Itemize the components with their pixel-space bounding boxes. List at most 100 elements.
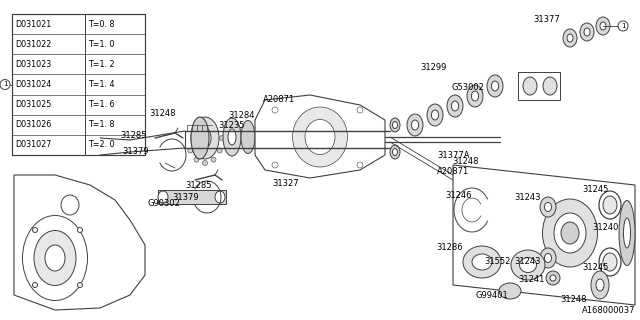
Ellipse shape xyxy=(241,121,255,154)
Text: D031024: D031024 xyxy=(15,80,51,89)
Ellipse shape xyxy=(33,283,38,287)
Ellipse shape xyxy=(623,218,630,248)
Polygon shape xyxy=(14,175,145,310)
Ellipse shape xyxy=(272,107,278,113)
Ellipse shape xyxy=(463,246,501,278)
Ellipse shape xyxy=(550,275,556,281)
Ellipse shape xyxy=(199,128,211,148)
Bar xyxy=(158,190,226,204)
Text: 31245: 31245 xyxy=(582,263,609,273)
Text: T=1. 2: T=1. 2 xyxy=(88,60,115,69)
Ellipse shape xyxy=(511,250,545,280)
Ellipse shape xyxy=(499,283,521,299)
Text: D031025: D031025 xyxy=(15,100,51,109)
Ellipse shape xyxy=(292,107,348,167)
Ellipse shape xyxy=(412,120,419,130)
Ellipse shape xyxy=(567,34,573,42)
Text: 31248: 31248 xyxy=(560,295,586,305)
Text: A168000037: A168000037 xyxy=(582,306,635,315)
Text: 31377: 31377 xyxy=(533,15,560,25)
Ellipse shape xyxy=(211,157,216,162)
Ellipse shape xyxy=(194,157,199,162)
Ellipse shape xyxy=(390,145,400,159)
Ellipse shape xyxy=(545,253,552,262)
Text: 31246: 31246 xyxy=(445,191,472,201)
Ellipse shape xyxy=(603,253,617,271)
Bar xyxy=(12,14,145,155)
Text: T=0. 8: T=0. 8 xyxy=(88,20,115,28)
Text: 1: 1 xyxy=(621,23,625,29)
Ellipse shape xyxy=(61,195,79,215)
Text: D031023: D031023 xyxy=(15,60,51,69)
Ellipse shape xyxy=(545,203,552,212)
Ellipse shape xyxy=(191,117,209,159)
Ellipse shape xyxy=(34,230,76,285)
Ellipse shape xyxy=(392,148,397,156)
Text: 31379: 31379 xyxy=(172,193,198,202)
Ellipse shape xyxy=(77,283,83,287)
Text: 31377A: 31377A xyxy=(437,150,470,159)
Ellipse shape xyxy=(563,29,577,47)
Ellipse shape xyxy=(77,228,83,233)
Text: A20871: A20871 xyxy=(263,94,295,103)
Text: D031022: D031022 xyxy=(15,40,51,49)
Text: 31245: 31245 xyxy=(582,186,609,195)
Ellipse shape xyxy=(540,197,556,217)
Ellipse shape xyxy=(546,271,560,285)
Text: 31379: 31379 xyxy=(122,148,148,156)
Ellipse shape xyxy=(599,248,621,276)
Ellipse shape xyxy=(45,245,65,271)
Text: T=2. 0: T=2. 0 xyxy=(88,140,115,149)
Polygon shape xyxy=(453,165,635,305)
Ellipse shape xyxy=(217,148,222,153)
Ellipse shape xyxy=(584,28,590,36)
Text: 31299: 31299 xyxy=(420,63,446,73)
Circle shape xyxy=(618,21,628,31)
Ellipse shape xyxy=(158,191,168,203)
Ellipse shape xyxy=(228,129,236,145)
Text: G53002: G53002 xyxy=(452,84,485,92)
Ellipse shape xyxy=(431,110,438,120)
Ellipse shape xyxy=(543,199,598,267)
Text: 31552: 31552 xyxy=(484,258,510,267)
Ellipse shape xyxy=(215,191,225,203)
Text: 31285: 31285 xyxy=(120,131,147,140)
Ellipse shape xyxy=(407,114,423,136)
Ellipse shape xyxy=(523,77,537,95)
Ellipse shape xyxy=(467,85,483,107)
Ellipse shape xyxy=(357,107,363,113)
Text: T=1. 0: T=1. 0 xyxy=(88,40,115,49)
Text: 31243: 31243 xyxy=(514,258,541,267)
Text: 31284: 31284 xyxy=(228,110,255,119)
Text: 31240: 31240 xyxy=(592,223,618,233)
Text: 31241: 31241 xyxy=(518,276,545,284)
Text: A20871: A20871 xyxy=(437,167,469,177)
Ellipse shape xyxy=(596,17,610,35)
Text: 1: 1 xyxy=(3,82,7,87)
Text: G99401: G99401 xyxy=(475,291,508,300)
Ellipse shape xyxy=(561,222,579,244)
Ellipse shape xyxy=(33,228,38,233)
Ellipse shape xyxy=(305,119,335,155)
Bar xyxy=(12,14,145,155)
Ellipse shape xyxy=(580,23,594,41)
Text: 31248: 31248 xyxy=(149,109,175,118)
Ellipse shape xyxy=(451,101,459,111)
Ellipse shape xyxy=(591,271,609,299)
Ellipse shape xyxy=(554,213,586,253)
Ellipse shape xyxy=(543,77,557,95)
Ellipse shape xyxy=(220,135,225,140)
Text: G90302: G90302 xyxy=(148,198,181,207)
Text: D031027: D031027 xyxy=(15,140,51,149)
Text: T=1. 6: T=1. 6 xyxy=(88,100,115,109)
Ellipse shape xyxy=(202,161,207,165)
Ellipse shape xyxy=(599,191,621,219)
Ellipse shape xyxy=(603,196,617,214)
Text: 31235: 31235 xyxy=(218,121,244,130)
Text: 31243: 31243 xyxy=(514,193,541,202)
Ellipse shape xyxy=(272,162,278,168)
Ellipse shape xyxy=(492,81,499,91)
Ellipse shape xyxy=(487,75,503,97)
Ellipse shape xyxy=(447,95,463,117)
Ellipse shape xyxy=(472,254,492,270)
